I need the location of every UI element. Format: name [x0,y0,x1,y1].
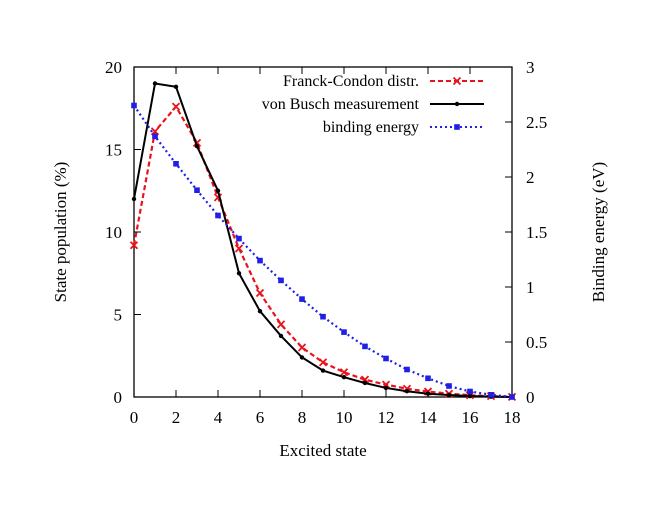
marker-stroke [171,102,181,111]
x-tick-label: 2 [172,408,181,427]
data-point [446,383,452,389]
data-point [131,102,137,109]
data-point [278,333,284,339]
y2-tick-label: 2 [526,168,535,187]
legend-label: von Busch measurement [262,96,420,113]
data-point [467,388,473,395]
y2-tick-label: 3 [526,58,535,77]
marker-stroke [234,244,244,253]
data-point [341,329,347,335]
data-point [152,133,158,140]
y-axis-label: State population (%) [51,162,70,303]
data-point [234,244,244,253]
marker-stroke [318,358,328,367]
data-point [425,375,431,382]
legend-label: Franck-Condon distr. [283,73,419,90]
data-point [383,385,389,391]
x-tick-label: 14 [420,408,438,427]
data-point [362,343,368,350]
data-point [173,84,179,90]
data-point [320,313,326,320]
data-point [215,212,221,219]
data-point [171,102,181,111]
marker-stroke [297,343,307,352]
data-point [194,144,200,149]
legend: Franck-Condon distr. von Busch measuremen… [262,73,484,136]
data-point [255,288,265,298]
data-point [383,355,389,362]
marker-stroke [276,320,286,329]
data-point [362,380,368,386]
data-point [341,375,347,380]
marker-stroke [213,193,223,202]
y2-axis-label: Binding energy (eV) [589,162,608,302]
data-point [488,392,494,398]
x-axis-label: Excited state [279,441,366,460]
x-tick-label: 16 [462,408,479,427]
y2-tick-label: 2.5 [526,113,547,132]
axes [133,66,513,398]
series-0 [129,102,517,401]
data-point [257,257,263,264]
series-2 [131,102,515,400]
legend-label: binding energy [323,119,419,136]
data-point [276,320,286,329]
legend-marker [454,101,460,107]
x-tick-label: 6 [256,408,265,427]
series [129,81,517,401]
marker-stroke [129,241,139,250]
x-tick-label: 4 [214,408,223,427]
legend-marker [454,124,460,130]
y2-tick-label: 0 [526,388,535,407]
data-point [236,235,242,242]
x-tick-label: 12 [378,408,395,427]
data-point [173,161,179,167]
data-point [152,81,158,86]
legend-marker [452,76,462,86]
plot-frame [133,66,513,398]
y-tick-label: 10 [105,223,122,242]
data-point [131,196,137,202]
marker-stroke [452,76,462,86]
y2-tick-label: 1 [526,278,535,297]
data-point [299,296,305,302]
data-point [299,355,305,360]
data-point [509,394,515,400]
marker-stroke [339,368,349,377]
data-point [257,309,263,314]
data-point [215,188,221,193]
series-line [132,104,513,398]
x-tick-label: 8 [298,408,307,427]
marker-stroke [192,138,202,148]
data-point [236,271,242,276]
x-tick-label: 18 [504,408,521,427]
data-point [129,241,139,250]
y-tick-label: 0 [114,388,123,407]
y-tick-label: 20 [105,58,122,77]
data-point [297,343,307,352]
x-tick-label: 0 [130,408,139,427]
y-tick-label: 5 [114,306,123,325]
data-point [278,277,284,284]
marker-stroke [255,288,265,298]
data-point [194,187,200,193]
series-line [133,104,513,399]
data-point [404,389,410,394]
y2-tick-label: 0.5 [526,333,547,352]
y-tick-label: 15 [105,141,122,160]
data-point [425,391,431,396]
data-point [404,366,410,373]
data-point [467,393,473,399]
x-tick-label: 10 [336,408,353,427]
data-point [339,368,349,377]
y2-tick-label: 1.5 [526,223,547,242]
data-point [318,358,328,367]
data-point [320,368,326,373]
data-point [446,392,452,398]
